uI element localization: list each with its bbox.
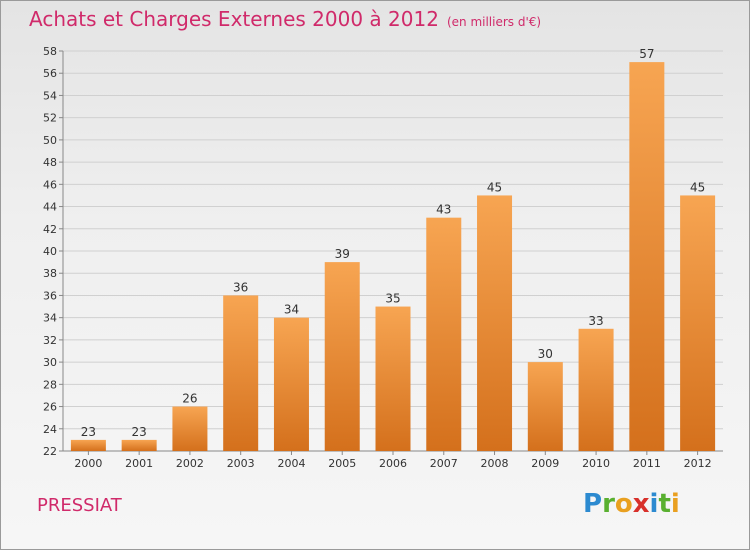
y-tick-label: 50 (43, 134, 57, 147)
bar (477, 195, 513, 451)
y-tick-label: 48 (43, 156, 57, 169)
bar-value-label: 34 (284, 303, 299, 317)
y-tick-label: 34 (43, 312, 57, 325)
y-tick-label: 26 (43, 401, 57, 414)
bar (426, 217, 462, 451)
x-tick-label: 2008 (481, 457, 509, 470)
bar-value-label: 35 (385, 292, 400, 306)
y-tick-label: 40 (43, 245, 57, 258)
y-tick-label: 54 (43, 89, 57, 102)
bar-value-label: 39 (335, 247, 350, 261)
bar (121, 439, 157, 451)
x-tick-label: 2009 (531, 457, 559, 470)
bar-value-label: 45 (690, 180, 705, 194)
bar (273, 317, 309, 451)
y-tick-label: 44 (43, 201, 57, 214)
y-tick-label: 28 (43, 378, 57, 391)
chart-title: Achats et Charges Externes 2000 à 2012 (e… (29, 7, 541, 31)
bar (375, 306, 411, 451)
bar (324, 262, 360, 451)
bar-value-label: 45 (487, 180, 502, 194)
y-tick-label: 52 (43, 112, 57, 125)
x-tick-label: 2003 (227, 457, 255, 470)
bar (70, 439, 106, 451)
y-tick-label: 24 (43, 423, 57, 436)
y-tick-label: 22 (43, 445, 57, 458)
y-tick-label: 30 (43, 356, 57, 369)
x-tick-label: 2007 (430, 457, 458, 470)
y-tick-label: 58 (43, 45, 57, 58)
bar (527, 362, 563, 451)
bar-value-label: 26 (182, 392, 197, 406)
x-tick-label: 2002 (176, 457, 204, 470)
bar (629, 62, 665, 451)
bar (578, 328, 614, 451)
x-tick-label: 2004 (277, 457, 305, 470)
x-tick-label: 2011 (633, 457, 661, 470)
bar (223, 295, 259, 451)
bar-value-label: 36 (233, 280, 248, 294)
x-tick-label: 2000 (74, 457, 102, 470)
bar-value-label: 23 (132, 425, 147, 439)
y-tick-label: 42 (43, 223, 57, 236)
proxiti-logo: Proxiti (583, 489, 680, 519)
bar-value-label: 23 (81, 425, 96, 439)
y-tick-label: 36 (43, 289, 57, 302)
y-tick-label: 32 (43, 334, 57, 347)
bar-value-label: 30 (538, 347, 553, 361)
chart-unit: (en milliers d'€) (446, 15, 542, 29)
bar (172, 406, 208, 451)
y-tick-label: 46 (43, 178, 57, 191)
y-tick-label: 38 (43, 267, 57, 280)
x-tick-label: 2006 (379, 457, 407, 470)
bar-value-label: 43 (436, 203, 451, 217)
bar-value-label: 57 (639, 47, 654, 61)
bar-value-label: 33 (588, 314, 603, 328)
x-tick-label: 2001 (125, 457, 153, 470)
city-name: PRESSIAT (37, 495, 122, 516)
bar (680, 195, 716, 451)
x-tick-label: 2005 (328, 457, 356, 470)
y-tick-label: 56 (43, 67, 57, 80)
x-tick-label: 2010 (582, 457, 610, 470)
chart-title-text: Achats et Charges Externes 2000 à 2012 (29, 7, 439, 31)
x-tick-label: 2012 (684, 457, 712, 470)
